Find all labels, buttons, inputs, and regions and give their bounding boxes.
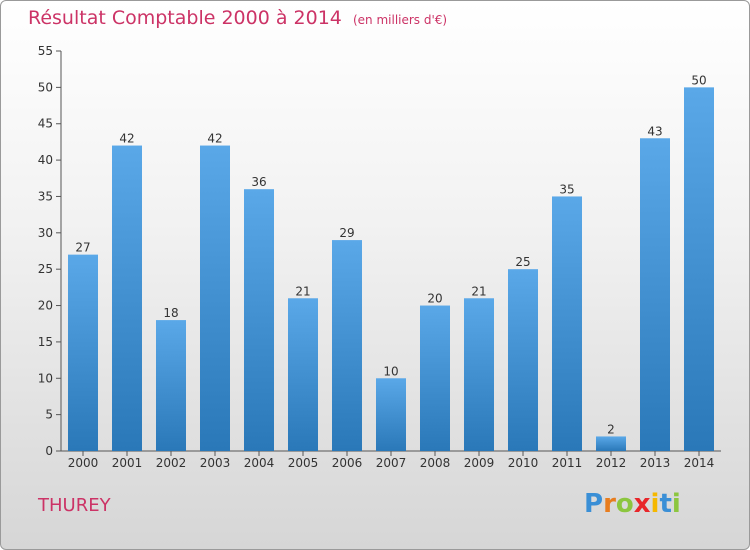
data-label: 43 bbox=[647, 124, 662, 138]
x-tick-label: 2004 bbox=[244, 456, 275, 470]
x-tick-label: 2005 bbox=[288, 456, 319, 470]
x-tick-label: 2010 bbox=[508, 456, 539, 470]
y-tick-label: 20 bbox=[38, 299, 53, 313]
logo-letter: i bbox=[650, 489, 660, 519]
labels: 27 42 18 42 36 21 29 10 20 21 25 35 2 43 50 bbox=[75, 73, 706, 436]
title-row: Résultat Comptable 2000 à 2014 (en milli… bbox=[28, 7, 447, 29]
bar bbox=[156, 320, 186, 451]
y-tick-label: 35 bbox=[38, 189, 53, 203]
data-label: 35 bbox=[559, 182, 574, 196]
x-tick-label: 2003 bbox=[200, 456, 231, 470]
logo-letter: x bbox=[633, 489, 651, 519]
y-tick-label: 5 bbox=[45, 408, 53, 422]
y-tick-label: 0 bbox=[45, 444, 53, 458]
x-tick-label: 2007 bbox=[376, 456, 407, 470]
y-tick-label: 15 bbox=[38, 335, 53, 349]
y-tick-label: 30 bbox=[38, 226, 53, 240]
bar bbox=[684, 87, 714, 451]
bar bbox=[332, 240, 362, 451]
bar bbox=[464, 298, 494, 451]
logo-letter: r bbox=[603, 489, 616, 519]
data-label: 42 bbox=[119, 132, 134, 146]
data-label: 42 bbox=[207, 132, 222, 146]
x-tick-label: 2009 bbox=[464, 456, 495, 470]
data-label: 21 bbox=[295, 284, 310, 298]
bar bbox=[200, 145, 230, 451]
data-label: 27 bbox=[75, 241, 90, 255]
bar bbox=[244, 189, 274, 451]
data-label: 2 bbox=[607, 422, 615, 436]
data-label: 18 bbox=[163, 306, 178, 320]
x-tick-label: 2014 bbox=[684, 456, 715, 470]
data-label: 25 bbox=[515, 255, 530, 269]
bar bbox=[376, 378, 406, 451]
x-tick-label: 2008 bbox=[420, 456, 451, 470]
data-label: 36 bbox=[251, 175, 266, 189]
x-tick-label: 2001 bbox=[112, 456, 143, 470]
x-tick-label: 2013 bbox=[640, 456, 671, 470]
bar bbox=[508, 269, 538, 451]
x-tick-label: 2006 bbox=[332, 456, 363, 470]
chart-subtitle: (en milliers d'€) bbox=[352, 13, 448, 27]
data-label: 29 bbox=[339, 226, 354, 240]
x-tick-label: 2012 bbox=[596, 456, 627, 470]
data-label: 20 bbox=[427, 292, 442, 306]
chart-title: Résultat Comptable 2000 à 2014 bbox=[28, 7, 342, 29]
data-label: 10 bbox=[383, 364, 398, 378]
y-tick-label: 50 bbox=[38, 80, 53, 94]
bar bbox=[68, 254, 98, 451]
y-tick-label: 40 bbox=[38, 153, 53, 167]
data-label: 21 bbox=[471, 284, 486, 298]
bar bbox=[420, 305, 450, 451]
bars bbox=[68, 87, 714, 452]
y-tick-label: 45 bbox=[38, 117, 53, 131]
x-tick-label: 2000 bbox=[68, 456, 99, 470]
bar bbox=[552, 196, 582, 451]
bar bbox=[640, 138, 670, 452]
logo-letter: t bbox=[659, 489, 672, 519]
commune-name: THUREY bbox=[38, 495, 111, 516]
y-tick-label: 10 bbox=[38, 371, 53, 385]
logo-letter: i bbox=[671, 489, 681, 519]
x-tick-label: 2011 bbox=[552, 456, 583, 470]
logo-letter: P bbox=[584, 489, 604, 519]
data-label: 50 bbox=[691, 73, 706, 87]
bar bbox=[288, 298, 318, 451]
y-tick-label: 25 bbox=[38, 262, 53, 276]
logo-letter: o bbox=[615, 489, 634, 519]
y-tick-label: 55 bbox=[38, 44, 53, 58]
bar bbox=[112, 145, 142, 451]
bar bbox=[596, 436, 626, 451]
x-tick-label: 2002 bbox=[156, 456, 187, 470]
proxiti-logo: Proxiti bbox=[584, 489, 681, 519]
